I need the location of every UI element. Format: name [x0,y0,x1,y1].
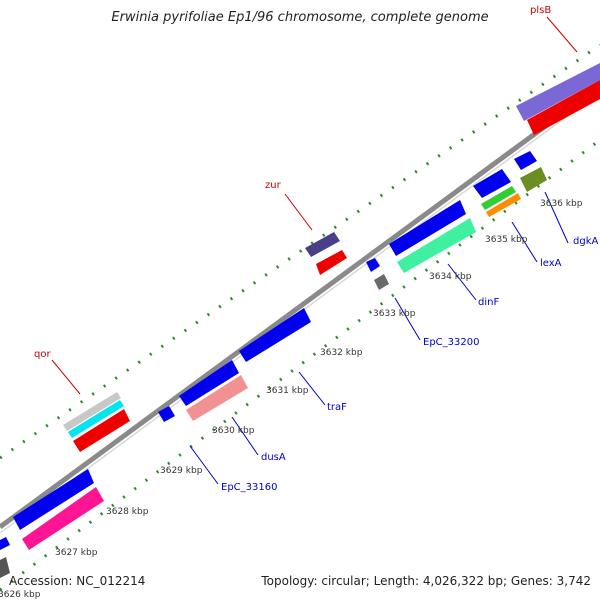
gene-label-zur[interactable]: zur [265,180,282,191]
gene-label-EpC_33160[interactable]: EpC_33160 [221,482,277,493]
gene-zur-feature [305,232,340,257]
gene-green-lexA [481,186,516,210]
gene-blue-a [514,151,537,170]
gene-blue-dinF [389,200,466,256]
gene-label-lexA[interactable]: lexA [540,258,562,269]
gene-qor-red [73,409,130,452]
gene-label-plsB[interactable]: plsB [530,5,551,16]
gene-magenta-left [22,487,104,550]
scale-label: 3629 kbp [160,466,203,476]
scale-labels: 3626 kbp 3627 kbp 3628 kbp 3629 kbp 3630… [0,199,583,600]
scale-label: 3635 kbp [485,235,528,245]
map-title: Erwinia pyrifoliae Ep1/96 chromosome, co… [111,10,489,25]
gene-orange-lexA [486,193,521,217]
gene-label-dusA[interactable]: dusA [261,452,286,463]
gene-label-dinF[interactable]: dinF [478,297,499,308]
gene-red-plsB [527,80,600,135]
gene-blue-left [13,469,94,530]
gene-label-dgkA[interactable]: dgkA [573,236,598,247]
scale-label: 3627 kbp [55,548,98,558]
gene-blue-b [473,169,511,198]
gene-pink-dusA [186,375,248,421]
backbone [0,83,600,534]
scale-label: 3628 kbp [106,507,149,517]
scale-label: 3632 kbp [320,348,363,358]
gene-blue-edge [0,537,10,550]
label-connectors [51,16,578,485]
gene-grey-EpC_33200 [374,274,389,290]
genome-summary: Topology: circular; Length: 4,026,322 bp… [261,574,591,588]
gene-label-traF[interactable]: traF [327,402,347,413]
gene-blue-EpC_33160 [158,406,175,422]
scale-label: 3626 kbp [0,590,41,600]
gene-qor-cyan [68,400,124,438]
gene-label-EpC_33200[interactable]: EpC_33200 [423,337,479,348]
gene-qor-grey [63,392,121,431]
gene-labels: plsB zur qor dgkA lexA dinF EpC_33200 tr… [34,5,598,493]
gene-blue-small [366,258,380,272]
forward-genes [63,63,600,452]
tick-rows [0,43,600,592]
scale-label: 3636 kbp [540,199,583,209]
gene-teal-dinF [397,218,476,273]
gene-red-zur [316,250,347,275]
gene-blue-traF [239,308,311,362]
reverse-genes [0,151,547,578]
scale-label: 3634 kbp [429,272,472,282]
gene-grey-edge [0,557,10,578]
gene-dgkA-feature [520,167,547,192]
scale-label: 3633 kbp [373,309,416,319]
scale-label: 3630 kbp [212,426,255,436]
gene-label-qor[interactable]: qor [34,349,51,360]
accession-label: Accession: NC_012214 [9,574,146,588]
gene-plsB-feature [516,63,600,121]
scale-label: 3631 kbp [266,386,309,396]
gene-blue-dusA [179,360,239,406]
